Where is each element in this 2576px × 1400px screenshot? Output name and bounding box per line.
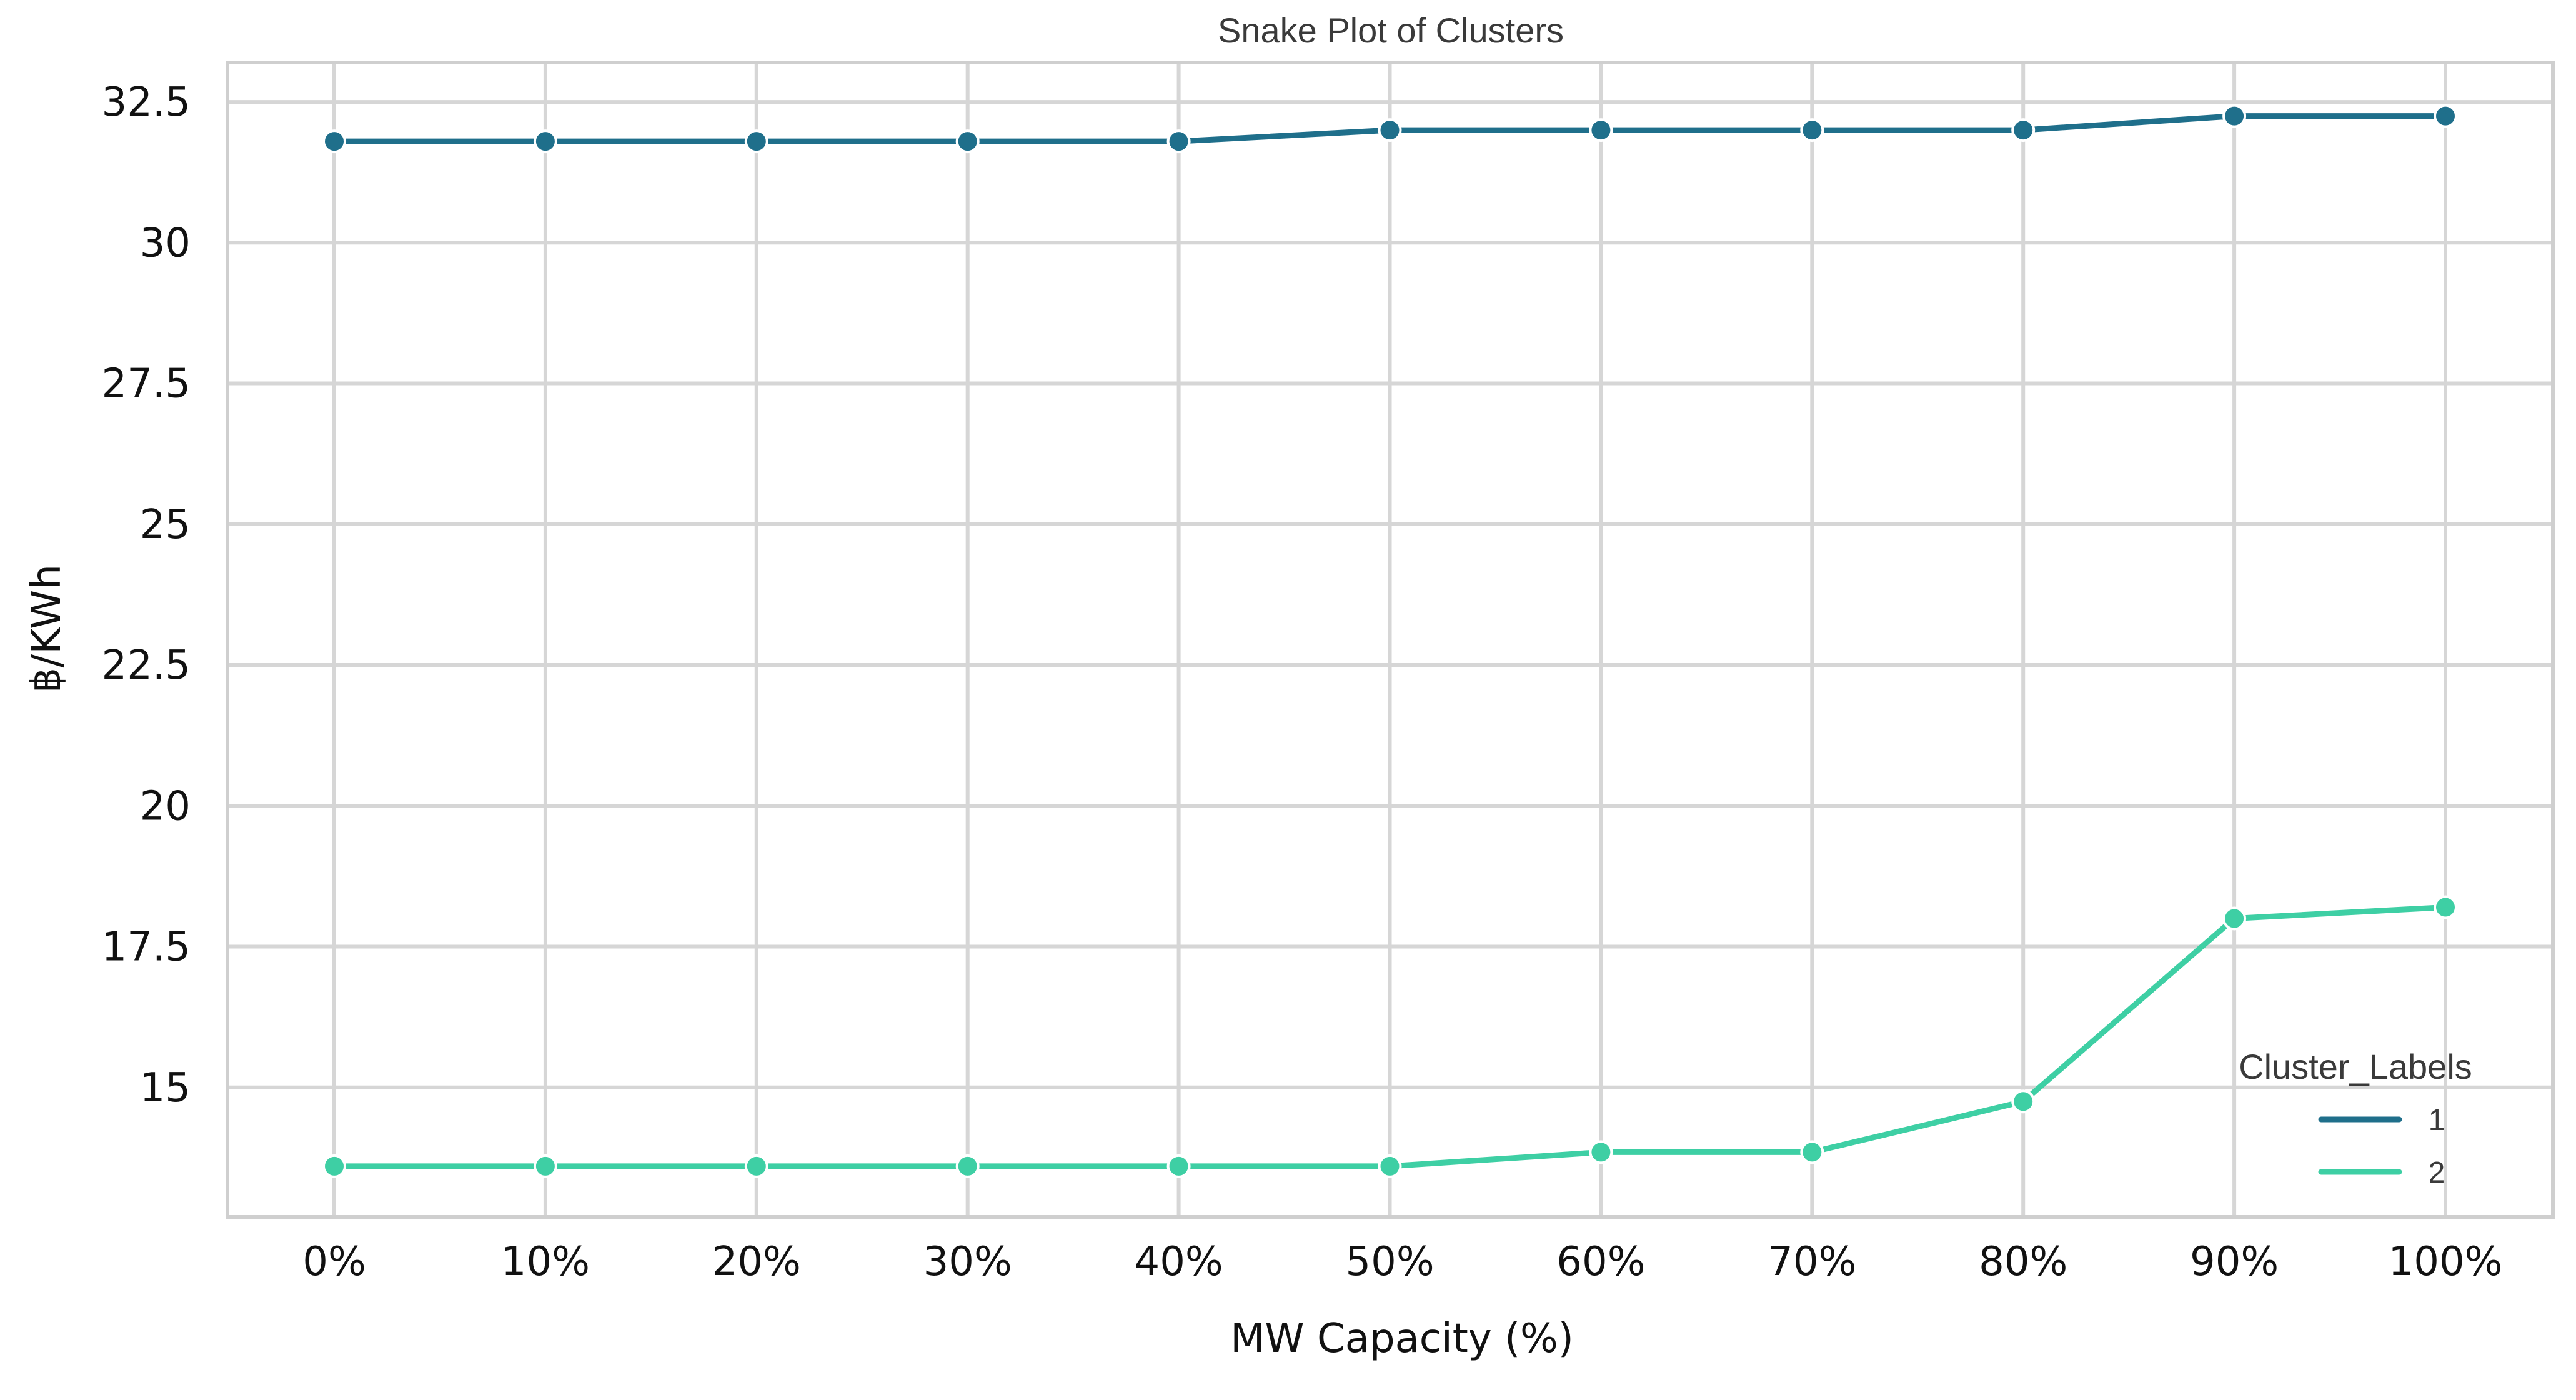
legend-label: 1 bbox=[2429, 1104, 2445, 1137]
plot-frame bbox=[226, 61, 2555, 1219]
x-axis-label: MW Capacity (%) bbox=[1230, 1316, 1574, 1362]
data-point bbox=[955, 1154, 980, 1178]
data-point bbox=[744, 129, 768, 154]
x-tick-label: 100% bbox=[2389, 1239, 2503, 1285]
data-point bbox=[955, 129, 980, 154]
data-point bbox=[1378, 1154, 1402, 1178]
chart-title: Snake Plot of Clusters bbox=[1218, 11, 1564, 50]
tick-label-layer: 0% 10% 20% 30% 40% 50% 60% 70% 80% 90% 100% 15 17.5 2… bbox=[102, 79, 2503, 1285]
data-point bbox=[2434, 104, 2457, 128]
x-tick-label: 30% bbox=[923, 1239, 1012, 1285]
data-point bbox=[744, 1154, 768, 1178]
x-tick-label: 20% bbox=[712, 1239, 801, 1285]
data-point bbox=[1166, 129, 1191, 154]
y-tick-label: 15 bbox=[140, 1065, 191, 1111]
x-tick-label: 70% bbox=[1768, 1239, 1856, 1285]
legend-items: 12 bbox=[2318, 1104, 2445, 1189]
x-tick-label: 0% bbox=[302, 1239, 366, 1285]
y-axis-label: ฿/KWh bbox=[24, 564, 70, 693]
legend-label: 2 bbox=[2429, 1156, 2445, 1189]
series-1 bbox=[322, 104, 2457, 154]
grid-layer bbox=[227, 62, 2553, 1217]
x-tick-label: 10% bbox=[501, 1239, 590, 1285]
y-tick-label: 25 bbox=[140, 502, 191, 548]
y-tick-label: 32.5 bbox=[102, 79, 191, 126]
data-point bbox=[1589, 118, 1613, 142]
data-point bbox=[322, 1154, 346, 1178]
data-point bbox=[2222, 104, 2247, 128]
legend-title: Cluster_Labels bbox=[2239, 1047, 2472, 1086]
y-tick-label: 20 bbox=[140, 783, 191, 829]
y-tick-label: 17.5 bbox=[102, 924, 191, 971]
data-point bbox=[2011, 1089, 2036, 1114]
data-point bbox=[2434, 895, 2457, 919]
y-tick-label: 22.5 bbox=[102, 642, 191, 689]
y-tick-label: 30 bbox=[140, 220, 191, 266]
y-tick-label: 27.5 bbox=[102, 361, 191, 408]
data-point bbox=[2222, 906, 2247, 931]
data-point bbox=[1800, 118, 1824, 142]
data-point bbox=[533, 1154, 557, 1178]
x-tick-label: 60% bbox=[1556, 1239, 1645, 1285]
data-point bbox=[533, 129, 557, 154]
series-layer bbox=[322, 104, 2457, 1178]
x-tick-label: 50% bbox=[1345, 1239, 1434, 1285]
series-2 bbox=[322, 895, 2457, 1178]
x-tick-label: 90% bbox=[2190, 1239, 2279, 1285]
legend: Cluster_Labels 12 bbox=[2239, 1047, 2472, 1189]
data-point bbox=[1378, 118, 1402, 142]
data-point bbox=[1589, 1140, 1613, 1164]
data-point bbox=[1166, 1154, 1191, 1178]
x-tick-label: 80% bbox=[1979, 1239, 2067, 1285]
x-tick-label: 40% bbox=[1134, 1239, 1223, 1285]
data-point bbox=[2011, 118, 2036, 142]
data-point bbox=[1800, 1140, 1824, 1164]
data-point bbox=[322, 129, 346, 154]
